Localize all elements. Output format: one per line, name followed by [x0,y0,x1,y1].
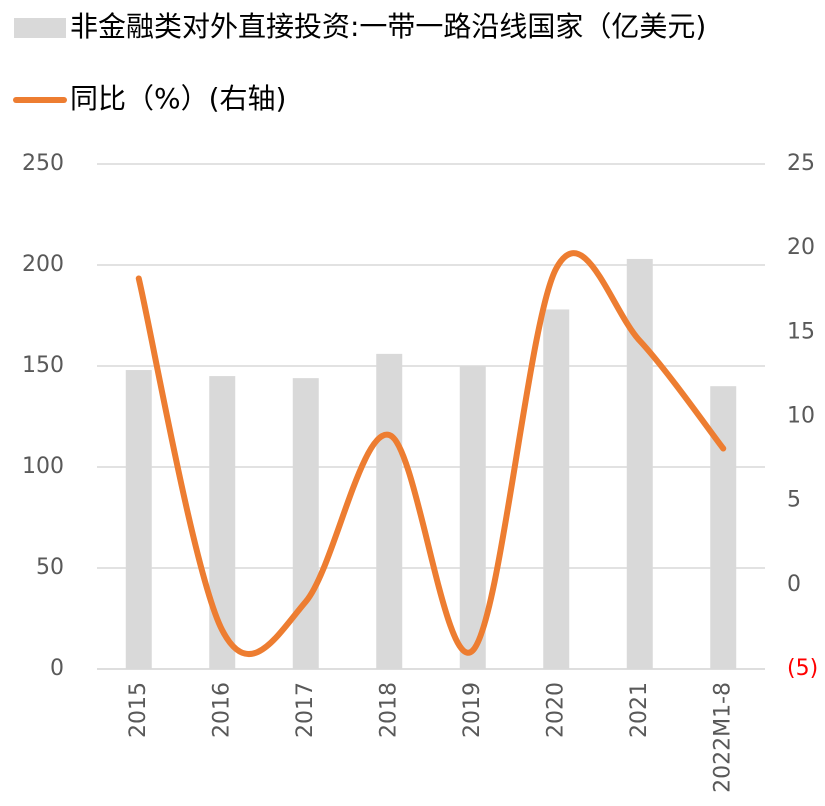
x-tick-label: 2019 [460,682,485,738]
x-tick-label: 2018 [376,682,401,738]
bar [459,366,486,669]
y-tick-label: 0 [50,656,64,681]
x-tick-label: 2021 [627,682,652,738]
y2-tick-label: 5 [787,488,801,513]
y2-tick-label: 10 [787,404,815,429]
x-tick-label: 2022M1-8 [710,682,735,793]
y-tick-label: 50 [36,555,64,580]
y2-tick-label: 0 [787,572,801,597]
bar [292,378,319,669]
legend-label: 非金融类对外直接投资:一带一路沿线国家（亿美元) [70,10,706,43]
line [135,250,727,658]
bar [125,370,152,669]
y2-tick-label: 15 [787,319,815,344]
legend-swatch [14,18,66,38]
bar [710,386,737,669]
x-tick-label: 2017 [293,682,318,738]
bar [376,353,403,669]
legend-label: 同比（%）(右轴) [70,82,286,115]
bar [543,309,570,669]
y-tick-label: 250 [22,151,64,176]
bar [626,258,653,669]
y2-tick-label: (5) [787,656,818,681]
y-tick-label: 200 [22,252,64,277]
y-tick-label: 100 [22,454,64,479]
y2-tick-label: 25 [787,151,815,176]
x-tick-label: 2016 [209,682,234,738]
x-tick-label: 2020 [543,682,568,738]
y2-tick-label: 20 [787,235,815,260]
y-tick-label: 150 [22,353,64,378]
bar [209,376,236,669]
x-tick-label: 2015 [126,682,151,738]
